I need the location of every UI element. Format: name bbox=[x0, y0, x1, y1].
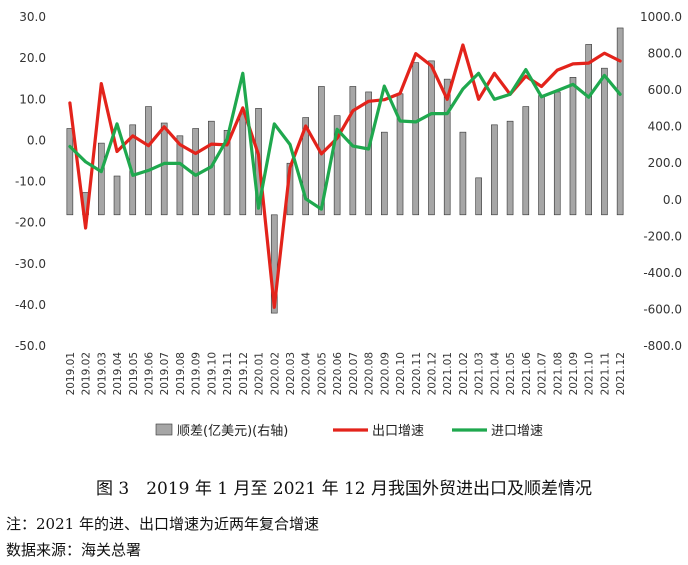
x-tick-label: 2021.11 bbox=[599, 352, 611, 395]
x-tick-label: 2020.08 bbox=[364, 352, 376, 395]
x-tick-label: 2019.06 bbox=[143, 352, 155, 396]
x-tick-label: 2020.06 bbox=[332, 352, 344, 396]
x-tick-label: 2020.04 bbox=[301, 352, 313, 396]
right-tick-label: -400.0 bbox=[643, 266, 682, 280]
x-tick-label: 2021.10 bbox=[584, 352, 596, 395]
left-tick-label: -30.0 bbox=[15, 257, 46, 271]
right-axis-ticks: 1000.0 800.0 600.0 400.0 200.0 0.0 -200.0 -400.… bbox=[640, 10, 682, 353]
left-tick-label: -40.0 bbox=[15, 298, 46, 312]
surplus-bar bbox=[428, 60, 435, 216]
surplus-bar bbox=[522, 106, 530, 216]
right-tick-label: -800.0 bbox=[643, 339, 682, 353]
x-tick-label: 2019.08 bbox=[175, 352, 187, 395]
left-tick-label: 20.0 bbox=[19, 51, 46, 65]
x-tick-label: 2020.02 bbox=[269, 352, 281, 395]
x-tick-label: 2021.04 bbox=[489, 352, 501, 396]
right-tick-label: 400.0 bbox=[648, 120, 682, 134]
left-tick-label: 0.0 bbox=[27, 133, 46, 147]
surplus-bar bbox=[192, 128, 199, 216]
note-data-source: 数据来源：海关总署 bbox=[6, 541, 142, 559]
x-tick-label: 2020.05 bbox=[316, 352, 328, 395]
surplus-bar bbox=[381, 131, 388, 216]
surplus-bar bbox=[506, 120, 514, 216]
surplus-bar bbox=[538, 95, 545, 216]
trade-chart: 30.0 20.0 10.0 0.0 -10.0 -20.0 -30.0 -40.0 -50.0… bbox=[15, 10, 682, 439]
x-tick-label: 2019.03 bbox=[96, 352, 108, 395]
x-tick-label: 2020.10 bbox=[395, 352, 407, 395]
growth-lines bbox=[68, 43, 622, 309]
legend: 顺差(亿美元)(右轴) 出口增速 进口增速 bbox=[155, 423, 543, 439]
surplus-bar bbox=[365, 91, 372, 216]
x-tick-label: 2021.02 bbox=[458, 352, 470, 395]
x-tick-label: 2019.10 bbox=[206, 352, 218, 395]
legend-label-surplus: 顺差(亿美元)(右轴) bbox=[177, 424, 288, 439]
surplus-bar bbox=[585, 44, 592, 216]
surplus-bar bbox=[145, 106, 152, 216]
right-tick-label: 600.0 bbox=[648, 83, 682, 97]
x-tick-label: 2019.01 bbox=[65, 352, 77, 395]
right-tick-label: -600.0 bbox=[643, 302, 682, 316]
x-tick-label: 2021.05 bbox=[505, 352, 517, 395]
surplus-bar bbox=[491, 124, 498, 216]
surplus-bar bbox=[333, 115, 341, 216]
x-tick-label: 2021.12 bbox=[615, 352, 627, 395]
surplus-bar bbox=[569, 77, 577, 216]
x-tick-label: 2021.09 bbox=[568, 352, 580, 395]
x-tick-label: 2021.01 bbox=[442, 352, 454, 395]
figure-caption: 图 3 2019 年 1 月至 2021 年 12 月我国外贸进出口及顺差情况 bbox=[95, 479, 593, 499]
surplus-bar bbox=[349, 86, 357, 216]
x-tick-label: 2020.12 bbox=[426, 352, 438, 395]
legend-swatch-surplus bbox=[155, 423, 173, 436]
left-axis-ticks: 30.0 20.0 10.0 0.0 -10.0 -20.0 -30.0 -40.0 -50.0 bbox=[15, 10, 46, 353]
note-growth-rate: 注：2021 年的进、出口增速为近两年复合增速 bbox=[6, 515, 319, 533]
surplus-bar bbox=[160, 122, 168, 216]
x-tick-label: 2020.11 bbox=[411, 352, 423, 395]
surplus-bar bbox=[302, 117, 309, 216]
left-tick-label: 10.0 bbox=[19, 92, 46, 106]
x-tick-label: 2021.06 bbox=[521, 352, 533, 396]
left-tick-label: -50.0 bbox=[15, 339, 46, 353]
x-tick-label: 2020.07 bbox=[348, 352, 360, 395]
x-tick-label: 2019.11 bbox=[222, 352, 234, 395]
import-growth-line bbox=[68, 67, 622, 211]
surplus-bar bbox=[459, 131, 467, 216]
surplus-bar bbox=[66, 128, 74, 216]
surplus-bar bbox=[601, 67, 608, 216]
right-tick-label: 800.0 bbox=[648, 47, 682, 61]
surplus-bar bbox=[176, 135, 184, 216]
x-tick-label: 2021.03 bbox=[474, 352, 486, 395]
legend-label-import: 进口增速 bbox=[491, 424, 543, 439]
x-tick-label: 2019.02 bbox=[81, 352, 93, 395]
left-tick-label: -10.0 bbox=[15, 175, 46, 189]
surplus-bar bbox=[223, 130, 231, 216]
left-tick-label: 30.0 bbox=[19, 10, 46, 24]
surplus-bar bbox=[239, 113, 247, 216]
surplus-bar bbox=[443, 78, 451, 216]
x-tick-label: 2019.05 bbox=[128, 352, 140, 395]
export-growth-line bbox=[68, 43, 622, 309]
x-tick-label: 2020.01 bbox=[254, 352, 266, 395]
x-tick-label: 2021.08 bbox=[552, 352, 564, 395]
right-tick-label: -200.0 bbox=[643, 229, 682, 243]
right-tick-label: 0.0 bbox=[663, 193, 682, 207]
x-tick-label: 2020.03 bbox=[285, 352, 297, 395]
surplus-bar bbox=[553, 91, 561, 216]
x-tick-label: 2021.07 bbox=[537, 352, 549, 395]
surplus-bar bbox=[98, 142, 105, 216]
x-tick-label: 2019.04 bbox=[112, 352, 124, 396]
x-tick-label: 2019.07 bbox=[159, 352, 171, 395]
surplus-bar bbox=[396, 93, 404, 216]
x-axis-ticks: 2019.01 2019.02 2019.03 2019.04 2019.05 2019.… bbox=[65, 352, 627, 396]
x-tick-label: 2019.12 bbox=[238, 352, 250, 395]
right-tick-label: 200.0 bbox=[648, 156, 682, 170]
legend-label-export: 出口增速 bbox=[372, 424, 424, 439]
surplus-bar bbox=[616, 27, 624, 216]
surplus-bar bbox=[113, 175, 121, 216]
right-tick-label: 1000.0 bbox=[640, 10, 682, 24]
left-tick-label: -20.0 bbox=[15, 216, 46, 230]
x-tick-label: 2019.09 bbox=[191, 352, 203, 395]
x-tick-label: 2020.09 bbox=[379, 352, 391, 395]
surplus-bar bbox=[412, 62, 420, 216]
surplus-bar bbox=[475, 177, 482, 216]
